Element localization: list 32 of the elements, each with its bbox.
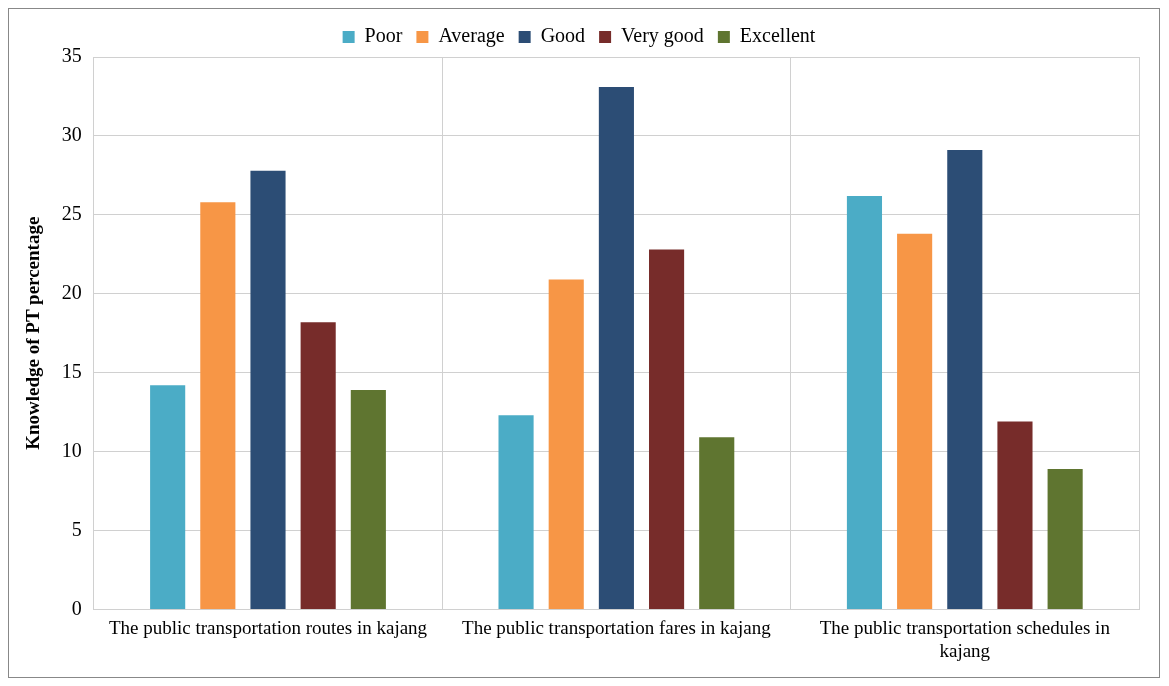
y-tick-label: 30 xyxy=(61,123,82,146)
bar xyxy=(1047,468,1083,609)
x-tick-label: The public transportation fares in kajang xyxy=(462,616,772,638)
y-tick-label: 20 xyxy=(61,280,82,303)
y-tick-label: 0 xyxy=(71,596,82,619)
y-tick-label: 15 xyxy=(61,359,82,382)
bar xyxy=(598,86,634,609)
bar xyxy=(498,415,534,609)
y-axis-title: Knowledge of PT percentage xyxy=(22,216,44,450)
y-tick-label: 5 xyxy=(71,517,82,540)
y-tick-label: 10 xyxy=(61,438,82,461)
bar xyxy=(200,202,236,609)
bar xyxy=(548,279,584,609)
x-tick-label: The public transportation routes in kajang xyxy=(108,616,428,638)
bar xyxy=(699,437,735,609)
legend-label: Excellent xyxy=(739,24,816,47)
bar xyxy=(250,170,286,609)
bar xyxy=(649,249,685,609)
bar xyxy=(997,421,1033,609)
legend-label: Very good xyxy=(621,24,704,48)
bar xyxy=(846,195,883,609)
bar xyxy=(897,233,933,609)
legend-label: Poor xyxy=(364,24,403,47)
legend-label: Good xyxy=(540,24,586,47)
legend-label: Average xyxy=(438,24,505,48)
bar xyxy=(350,390,386,609)
bar xyxy=(947,150,983,609)
y-tick-label: 35 xyxy=(61,44,82,67)
bar xyxy=(150,385,186,609)
x-tick-label: The public transportation schedules in kajang xyxy=(819,616,1111,661)
bar xyxy=(300,322,336,609)
y-tick-label: 25 xyxy=(61,202,82,225)
